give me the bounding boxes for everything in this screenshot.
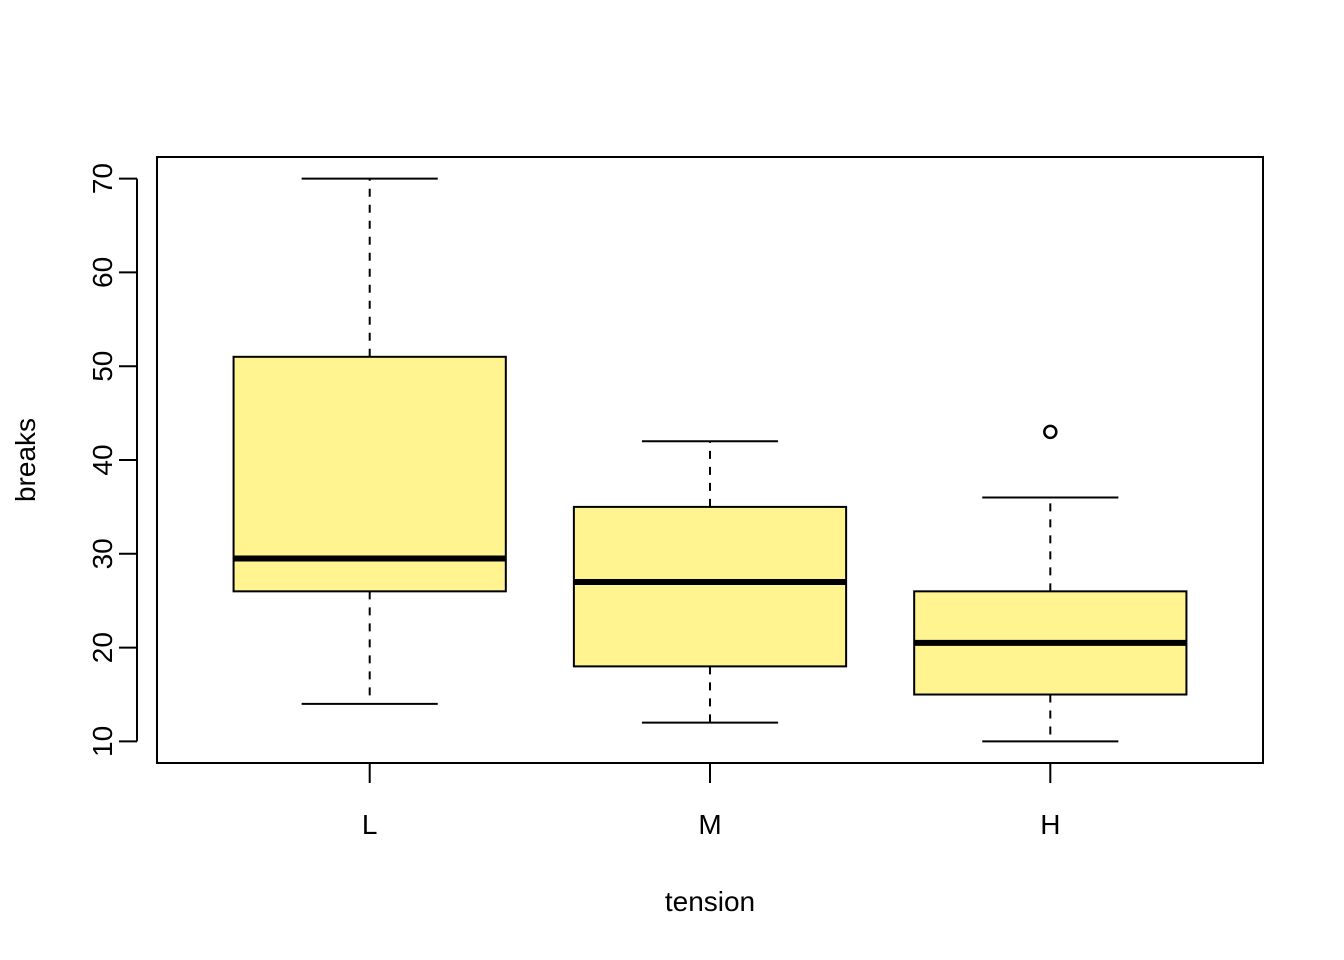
x-tick-label: L xyxy=(362,809,378,840)
y-axis-label: breaks xyxy=(10,418,41,502)
y-tick-label: 40 xyxy=(87,444,118,475)
y-tick-label: 70 xyxy=(87,163,118,194)
box-group-L xyxy=(232,177,507,705)
outlier-point xyxy=(1043,424,1058,440)
iqr-box xyxy=(232,355,507,593)
y-tick-label: 60 xyxy=(87,257,118,288)
x-axis-label: tension xyxy=(665,886,755,917)
x-tick-label: M xyxy=(698,809,721,840)
x-tick-label: H xyxy=(1040,809,1060,840)
iqr-box xyxy=(572,505,848,668)
box-group-H xyxy=(913,424,1188,743)
y-tick-label: 30 xyxy=(87,538,118,569)
box-group-M xyxy=(572,440,848,724)
y-tick-label: 20 xyxy=(87,632,118,663)
y-tick-label: 50 xyxy=(87,351,118,382)
boxes-layer xyxy=(232,177,1188,743)
y-tick-label: 10 xyxy=(87,726,118,757)
y-axis: 10 20 30 40 50 60 70 xyxy=(87,163,138,757)
